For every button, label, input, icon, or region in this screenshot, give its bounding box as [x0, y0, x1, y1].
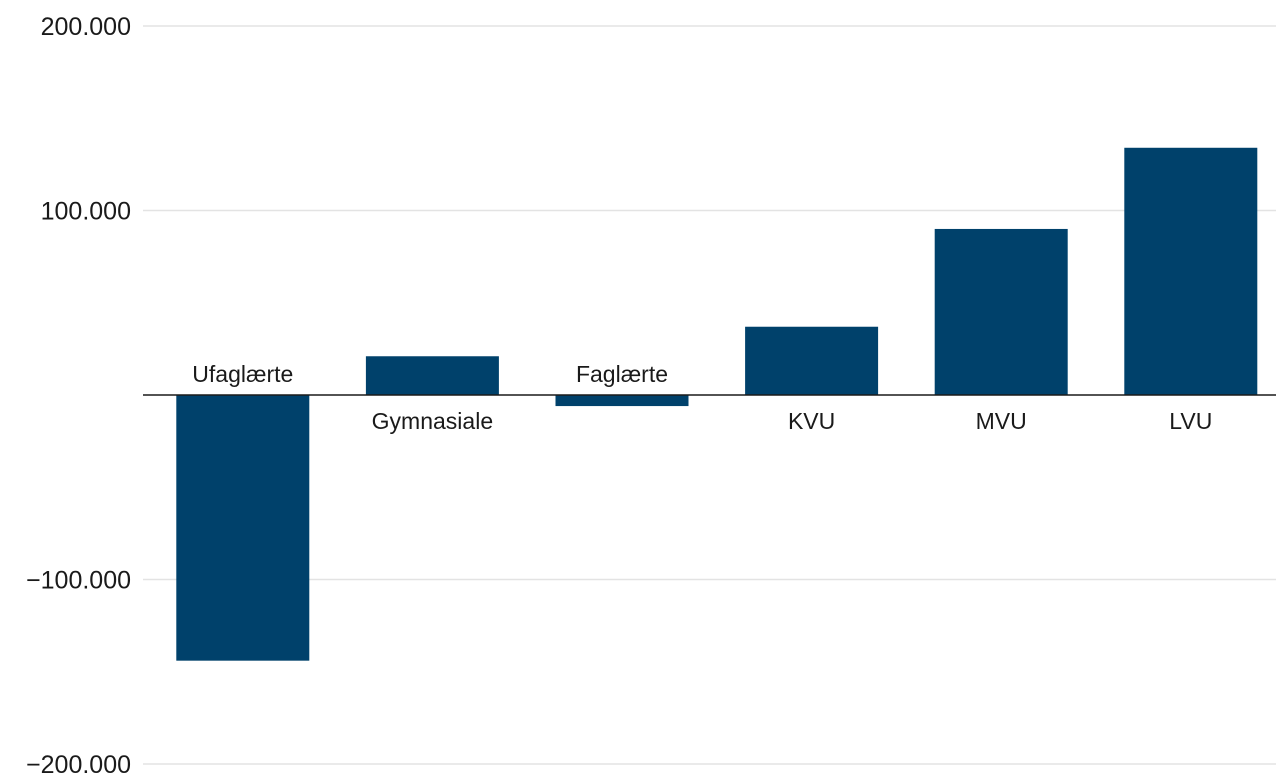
bars: [176, 147, 1258, 661]
y-tick-label: −200.000: [26, 751, 131, 777]
category-label: MVU: [976, 408, 1027, 434]
bar: [745, 326, 879, 395]
gridlines: 200.000 100.000 −100.000 −200.000: [26, 13, 1276, 777]
bar: [365, 356, 499, 395]
category-label: KVU: [788, 408, 835, 434]
y-tick-label: 200.000: [41, 13, 131, 41]
category-label: Gymnasiale: [372, 408, 493, 434]
bar: [934, 228, 1068, 395]
bar: [555, 395, 689, 407]
category-label: Faglærte: [576, 361, 668, 387]
bar: [176, 395, 310, 661]
y-tick-label: 100.000: [41, 198, 131, 226]
y-tick-label: −100.000: [26, 567, 131, 595]
category-label: LVU: [1169, 408, 1212, 434]
category-label: Ufaglærte: [192, 361, 293, 387]
bar: [1124, 147, 1258, 395]
category-labels: Ufaglærte Gymnasiale Faglærte KVU MVU LVU: [192, 361, 1212, 434]
